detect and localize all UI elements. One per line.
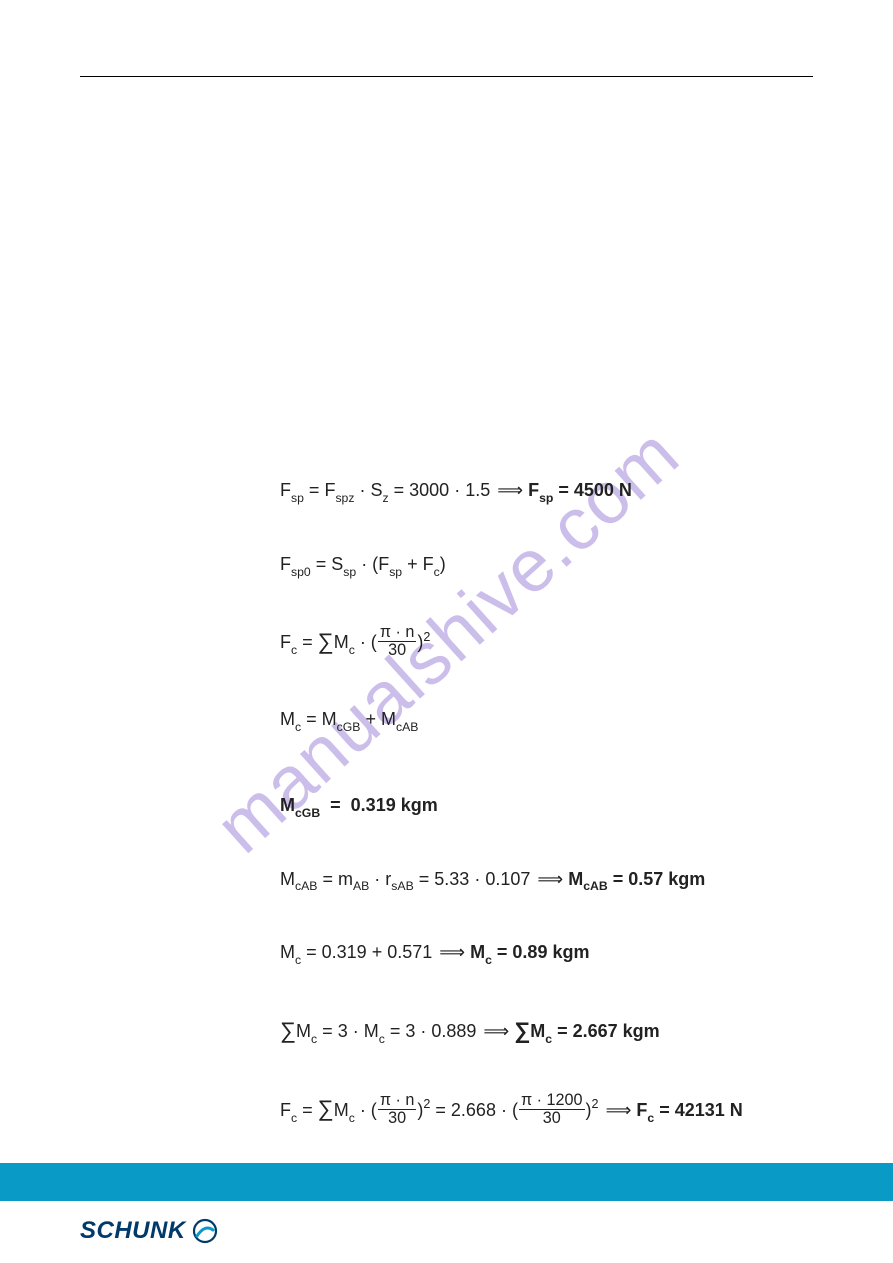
page: manualshive.com Fsp = Fspz · Sz = 3000 ·… [0,0,893,1263]
equation-mcgb: McGB = 0.319 kgm [280,793,793,821]
equation-fc-def: Fc = ∑Mc · (π · n30)2 [280,625,793,661]
equation-sigma-mc: ∑Mc = 3 · Mc = 3 · 0.889 ⟹ ∑Mc = 2.667 k… [280,1014,793,1047]
brand-mark-icon [192,1218,218,1244]
equation-mc-sum: Mc = 0.319 + 0.571 ⟹ Mc = 0.89 kgm [280,940,793,968]
footer-bar: SCHUNK [0,1163,893,1263]
header-rule [80,76,813,77]
equation-fsp: Fsp = Fspz · Sz = 3000 · 1.5 ⟹ Fsp = 450… [280,478,793,506]
equation-fsp0-def: Fsp0 = Ssp · (Fsp + Fc) [280,552,793,580]
footer-inner: SCHUNK [0,1201,893,1263]
equation-block: Fsp = Fspz · Sz = 3000 · 1.5 ⟹ Fsp = 450… [280,478,793,1202]
equation-fc-calc: Fc = ∑Mc · (π · n30)2 = 2.668 · (π · 120… [280,1093,793,1129]
equation-mc-def: Mc = McGB + McAB [280,707,793,735]
equation-mcab: McAB = mAB · rsAB = 5.33 · 0.107 ⟹ McAB … [280,867,793,895]
brand-logo: SCHUNK [80,1217,218,1245]
brand-text: SCHUNK [80,1217,186,1245]
